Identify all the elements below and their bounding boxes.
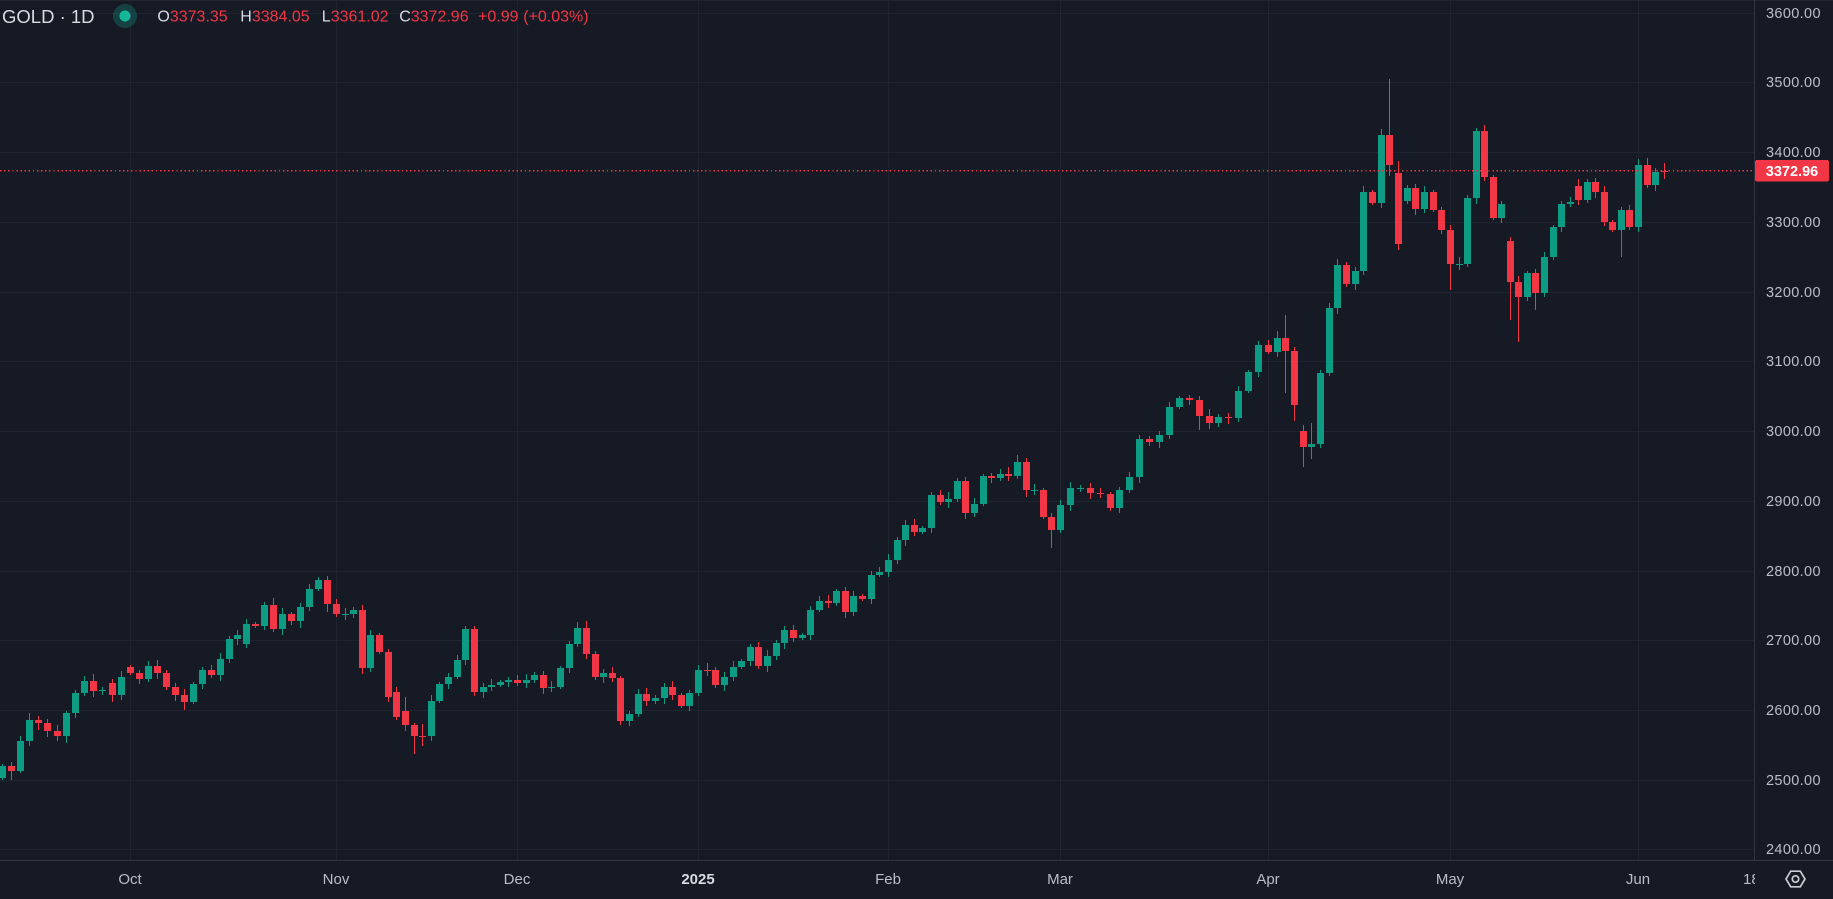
svg-text:3400.00: 3400.00 [1766,145,1821,161]
svg-text:2600.00: 2600.00 [1766,703,1821,719]
svg-text:3600.00: 3600.00 [1766,6,1821,22]
svg-text:(+0.03%): (+0.03%) [523,9,588,26]
svg-text:3100.00: 3100.00 [1766,354,1821,370]
svg-text:C3372.96: C3372.96 [399,9,469,26]
svg-text:Oct: Oct [118,871,142,888]
svg-text:3372.96: 3372.96 [1766,164,1818,180]
svg-text:3300.00: 3300.00 [1766,215,1821,231]
svg-text:+0.99: +0.99 [478,9,519,26]
svg-text:Dec: Dec [504,871,531,888]
svg-text:3000.00: 3000.00 [1766,424,1821,440]
svg-text:2700.00: 2700.00 [1766,633,1821,649]
svg-text:3200.00: 3200.00 [1766,285,1821,301]
svg-text:Nov: Nov [323,871,350,888]
svg-text:L3361.02: L3361.02 [322,9,389,26]
svg-text:Jun: Jun [1626,871,1650,888]
svg-text:Feb: Feb [875,871,901,888]
svg-text:Apr: Apr [1256,871,1279,888]
svg-text:May: May [1436,871,1465,888]
svg-text:2900.00: 2900.00 [1766,494,1821,510]
svg-text:Mar: Mar [1047,871,1073,888]
svg-text:2025: 2025 [681,871,714,888]
svg-text:2500.00: 2500.00 [1766,773,1821,789]
svg-text:18: 18 [1743,871,1760,888]
svg-text:2400.00: 2400.00 [1766,842,1821,858]
svg-text:2800.00: 2800.00 [1766,564,1821,580]
svg-text:GOLD · 1D: GOLD · 1D [2,6,95,27]
svg-text:H3384.05: H3384.05 [240,9,309,26]
svg-text:O3373.35: O3373.35 [157,9,227,26]
svg-text:3500.00: 3500.00 [1766,75,1821,91]
